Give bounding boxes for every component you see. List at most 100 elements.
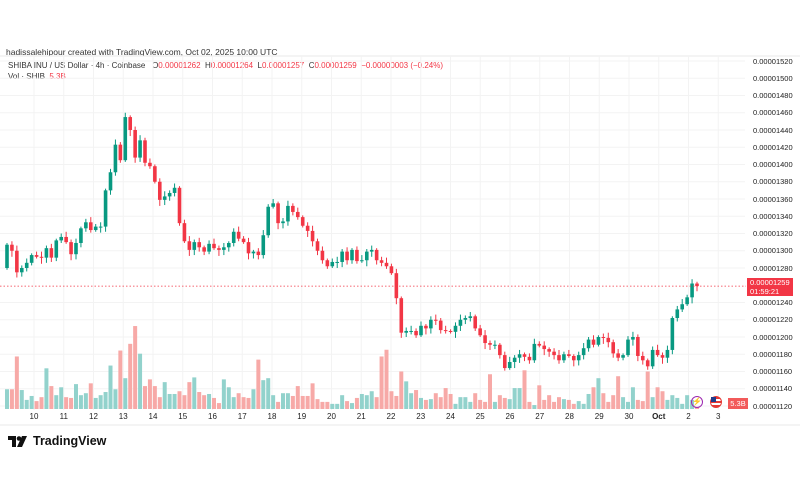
time-tick-label: 16	[208, 412, 217, 421]
volume-bar	[192, 377, 197, 409]
volume-bar	[147, 379, 152, 409]
volume-bar	[103, 392, 108, 409]
volume-bar	[428, 399, 433, 409]
volume-bar	[345, 401, 350, 409]
volume-bar	[5, 389, 9, 409]
candle-body	[522, 354, 527, 357]
volume-bar	[645, 371, 650, 409]
volume-bar	[640, 401, 645, 409]
candle-body	[310, 230, 315, 242]
volume-bar	[138, 353, 143, 409]
volume-bar	[300, 395, 305, 409]
candle-body	[433, 319, 438, 321]
candle-body	[153, 166, 157, 182]
volume-bar	[670, 395, 675, 409]
volume-bar	[88, 383, 93, 409]
candle-body	[34, 255, 39, 257]
volume-bar	[571, 403, 576, 409]
volume-bar	[502, 397, 507, 409]
candle-body	[226, 242, 231, 248]
candle-body	[601, 337, 606, 338]
volume-bar	[157, 397, 162, 409]
candle-body	[49, 248, 54, 258]
candle-body	[59, 236, 64, 241]
volume-bar	[39, 397, 44, 409]
volume-bar	[359, 393, 364, 409]
candle-body	[488, 343, 492, 345]
candle-body	[325, 260, 330, 267]
volume-bar	[542, 399, 547, 409]
volume-bar	[409, 393, 414, 409]
time-tick-label: 18	[267, 412, 277, 421]
volume-bar	[216, 403, 221, 409]
volume-bar	[596, 378, 601, 409]
volume-bar	[581, 403, 586, 409]
volume-bar	[340, 395, 345, 409]
volume-bar	[423, 399, 428, 409]
candle-body	[123, 117, 128, 161]
candle-body	[591, 339, 596, 345]
volume-bar	[330, 403, 335, 409]
candle-body	[74, 242, 78, 255]
price-tick-label: 0.00001200	[753, 332, 793, 342]
lightning-icon[interactable]: ⚡	[691, 396, 703, 408]
volume-bar	[162, 382, 167, 409]
volume-bar	[547, 395, 552, 409]
volume-bar	[295, 386, 300, 409]
author-credit: hadissalehipour created with TradingView…	[6, 47, 278, 57]
time-tick-label: 17	[237, 412, 247, 421]
candle-body	[286, 205, 290, 222]
candle-body	[690, 283, 694, 298]
tradingview-logo[interactable]: TradingView	[8, 434, 106, 448]
volume-bar	[69, 397, 74, 409]
us-flag-icon[interactable]	[710, 396, 722, 408]
volume-bar	[626, 401, 630, 409]
volume-bar	[49, 386, 54, 409]
time-tick-label: 23	[416, 412, 426, 421]
volume-bar	[601, 393, 606, 409]
candle-body	[236, 231, 241, 239]
price-chart[interactable]	[0, 0, 800, 430]
volume-bar	[458, 397, 463, 409]
candle-body	[103, 190, 108, 227]
volume-bar	[419, 397, 423, 409]
candle-body	[84, 222, 88, 229]
candle-body	[636, 337, 640, 356]
volume-bar	[473, 393, 478, 409]
volume-bar	[83, 393, 88, 409]
volume-bar	[246, 397, 251, 409]
candle-body	[118, 144, 123, 161]
candle-body	[571, 355, 576, 361]
volume-bar	[660, 391, 665, 409]
volume-bar	[611, 395, 616, 409]
price-tick-label: 0.00001280	[753, 263, 793, 273]
price-tick-label: 0.00001500	[753, 73, 793, 83]
candle-body	[685, 297, 689, 305]
candle-body	[364, 251, 369, 261]
volume-bar	[621, 397, 626, 409]
volume-bar	[468, 401, 473, 409]
candle-body	[24, 262, 29, 268]
volume-bar	[680, 403, 685, 409]
time-tick-label: 11	[59, 412, 68, 421]
symbol-title[interactable]: SHIBA INU / US Dollar · 4h · Coinbase	[8, 61, 146, 70]
current-price-label: 0.00001259 01:59:21	[747, 278, 793, 296]
volume-bar	[591, 387, 596, 409]
candle-body	[596, 337, 601, 345]
candle-body	[69, 242, 73, 255]
candle-body	[567, 354, 571, 356]
volume-label[interactable]: Vol · SHIB	[8, 72, 45, 81]
volume-bar	[335, 403, 340, 409]
candle-body	[39, 256, 44, 258]
time-tick-label: 3	[716, 412, 721, 421]
price-tick-label: 0.00001320	[753, 229, 793, 238]
price-tick-label: 0.00001120	[753, 401, 793, 411]
price-tick-label: 0.00001400	[753, 160, 793, 169]
volume-bar	[128, 343, 133, 409]
volume-bar	[281, 393, 285, 409]
volume-bar	[537, 385, 542, 409]
volume-bar	[453, 403, 458, 409]
volume-bar	[9, 389, 14, 409]
volume-bar	[497, 395, 502, 409]
